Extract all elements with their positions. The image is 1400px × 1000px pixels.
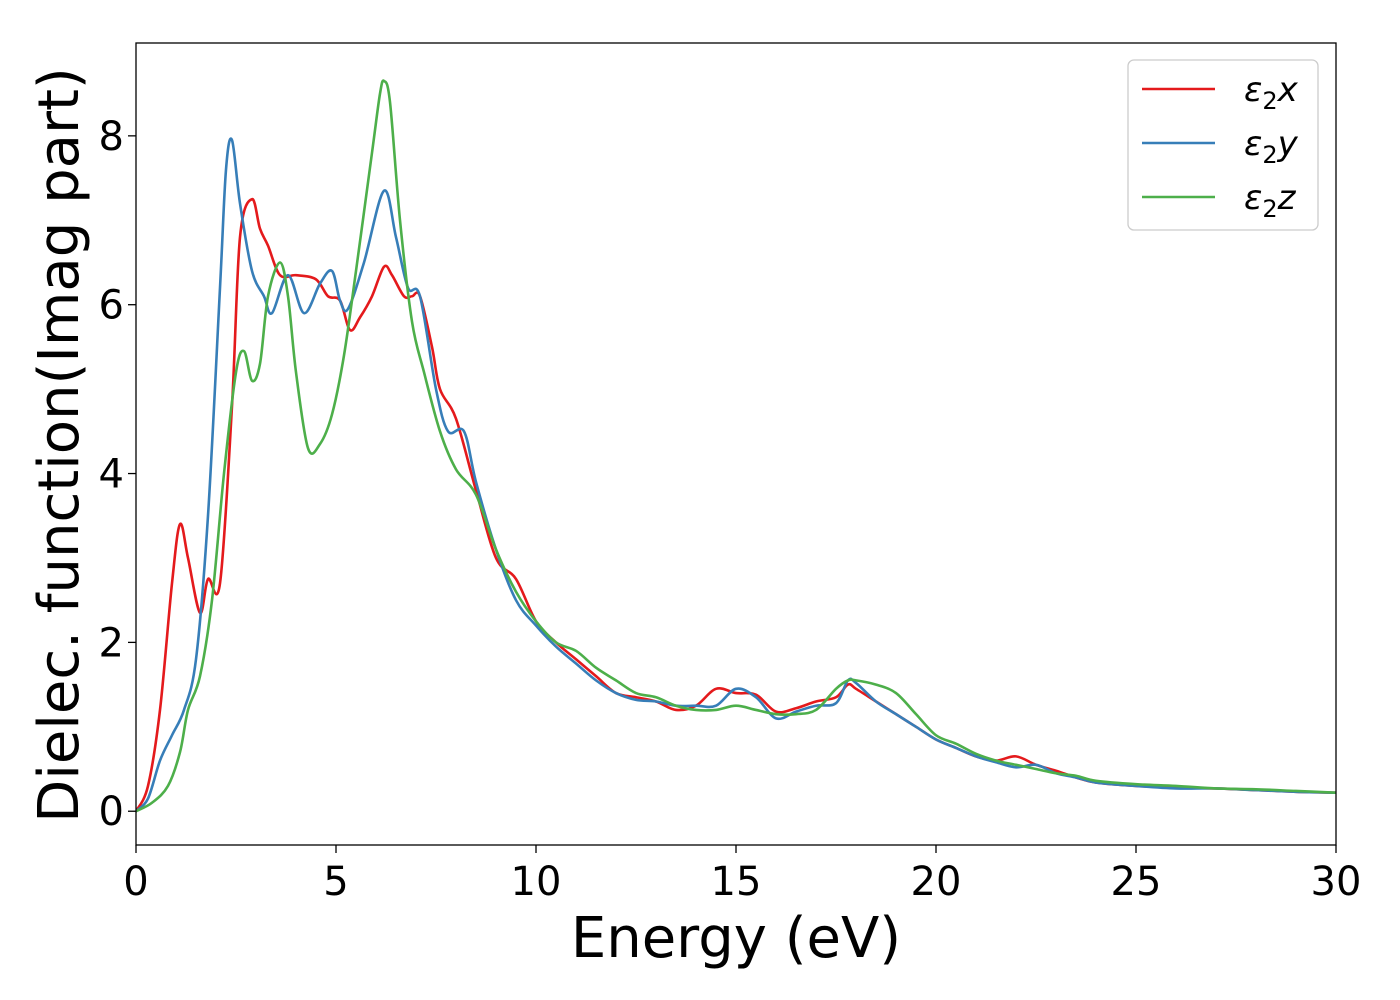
x-tick-label: 30 [1311,859,1362,905]
x-tick-label: 20 [911,859,962,905]
x-tick-label: 10 [511,859,562,905]
x-tick-label: 0 [123,859,148,905]
plot-frame [135,42,1337,846]
y-tick-label: 0 [99,789,124,835]
y-axis-title: Dielec. function(Imag part) [27,67,92,823]
series-line-z [136,79,1336,813]
legend-label-z: ε2z [1244,178,1297,223]
y-tick-label: 6 [99,283,124,329]
x-tick-label: 5 [323,859,348,905]
y-tick-label: 4 [99,452,124,498]
y-tick-label: 8 [99,114,124,160]
x-tick-label: 25 [1111,859,1162,905]
legend: ε2x ε2y ε2z [1127,59,1319,231]
x-tick-label: 15 [711,859,762,905]
legend-label-y: ε2y [1244,124,1299,169]
legend-box [1127,59,1319,231]
x-axis-ticks: 0 5 10 15 20 25 30 [123,845,1361,905]
series-line-y [136,137,1336,813]
legend-label-x: ε2x [1244,70,1299,115]
y-tick-label: 2 [99,620,124,666]
x-axis-title: Energy (eV) [571,906,901,971]
y-axis-ticks: 0 2 4 6 8 [99,114,136,835]
plot-area [136,79,1336,813]
